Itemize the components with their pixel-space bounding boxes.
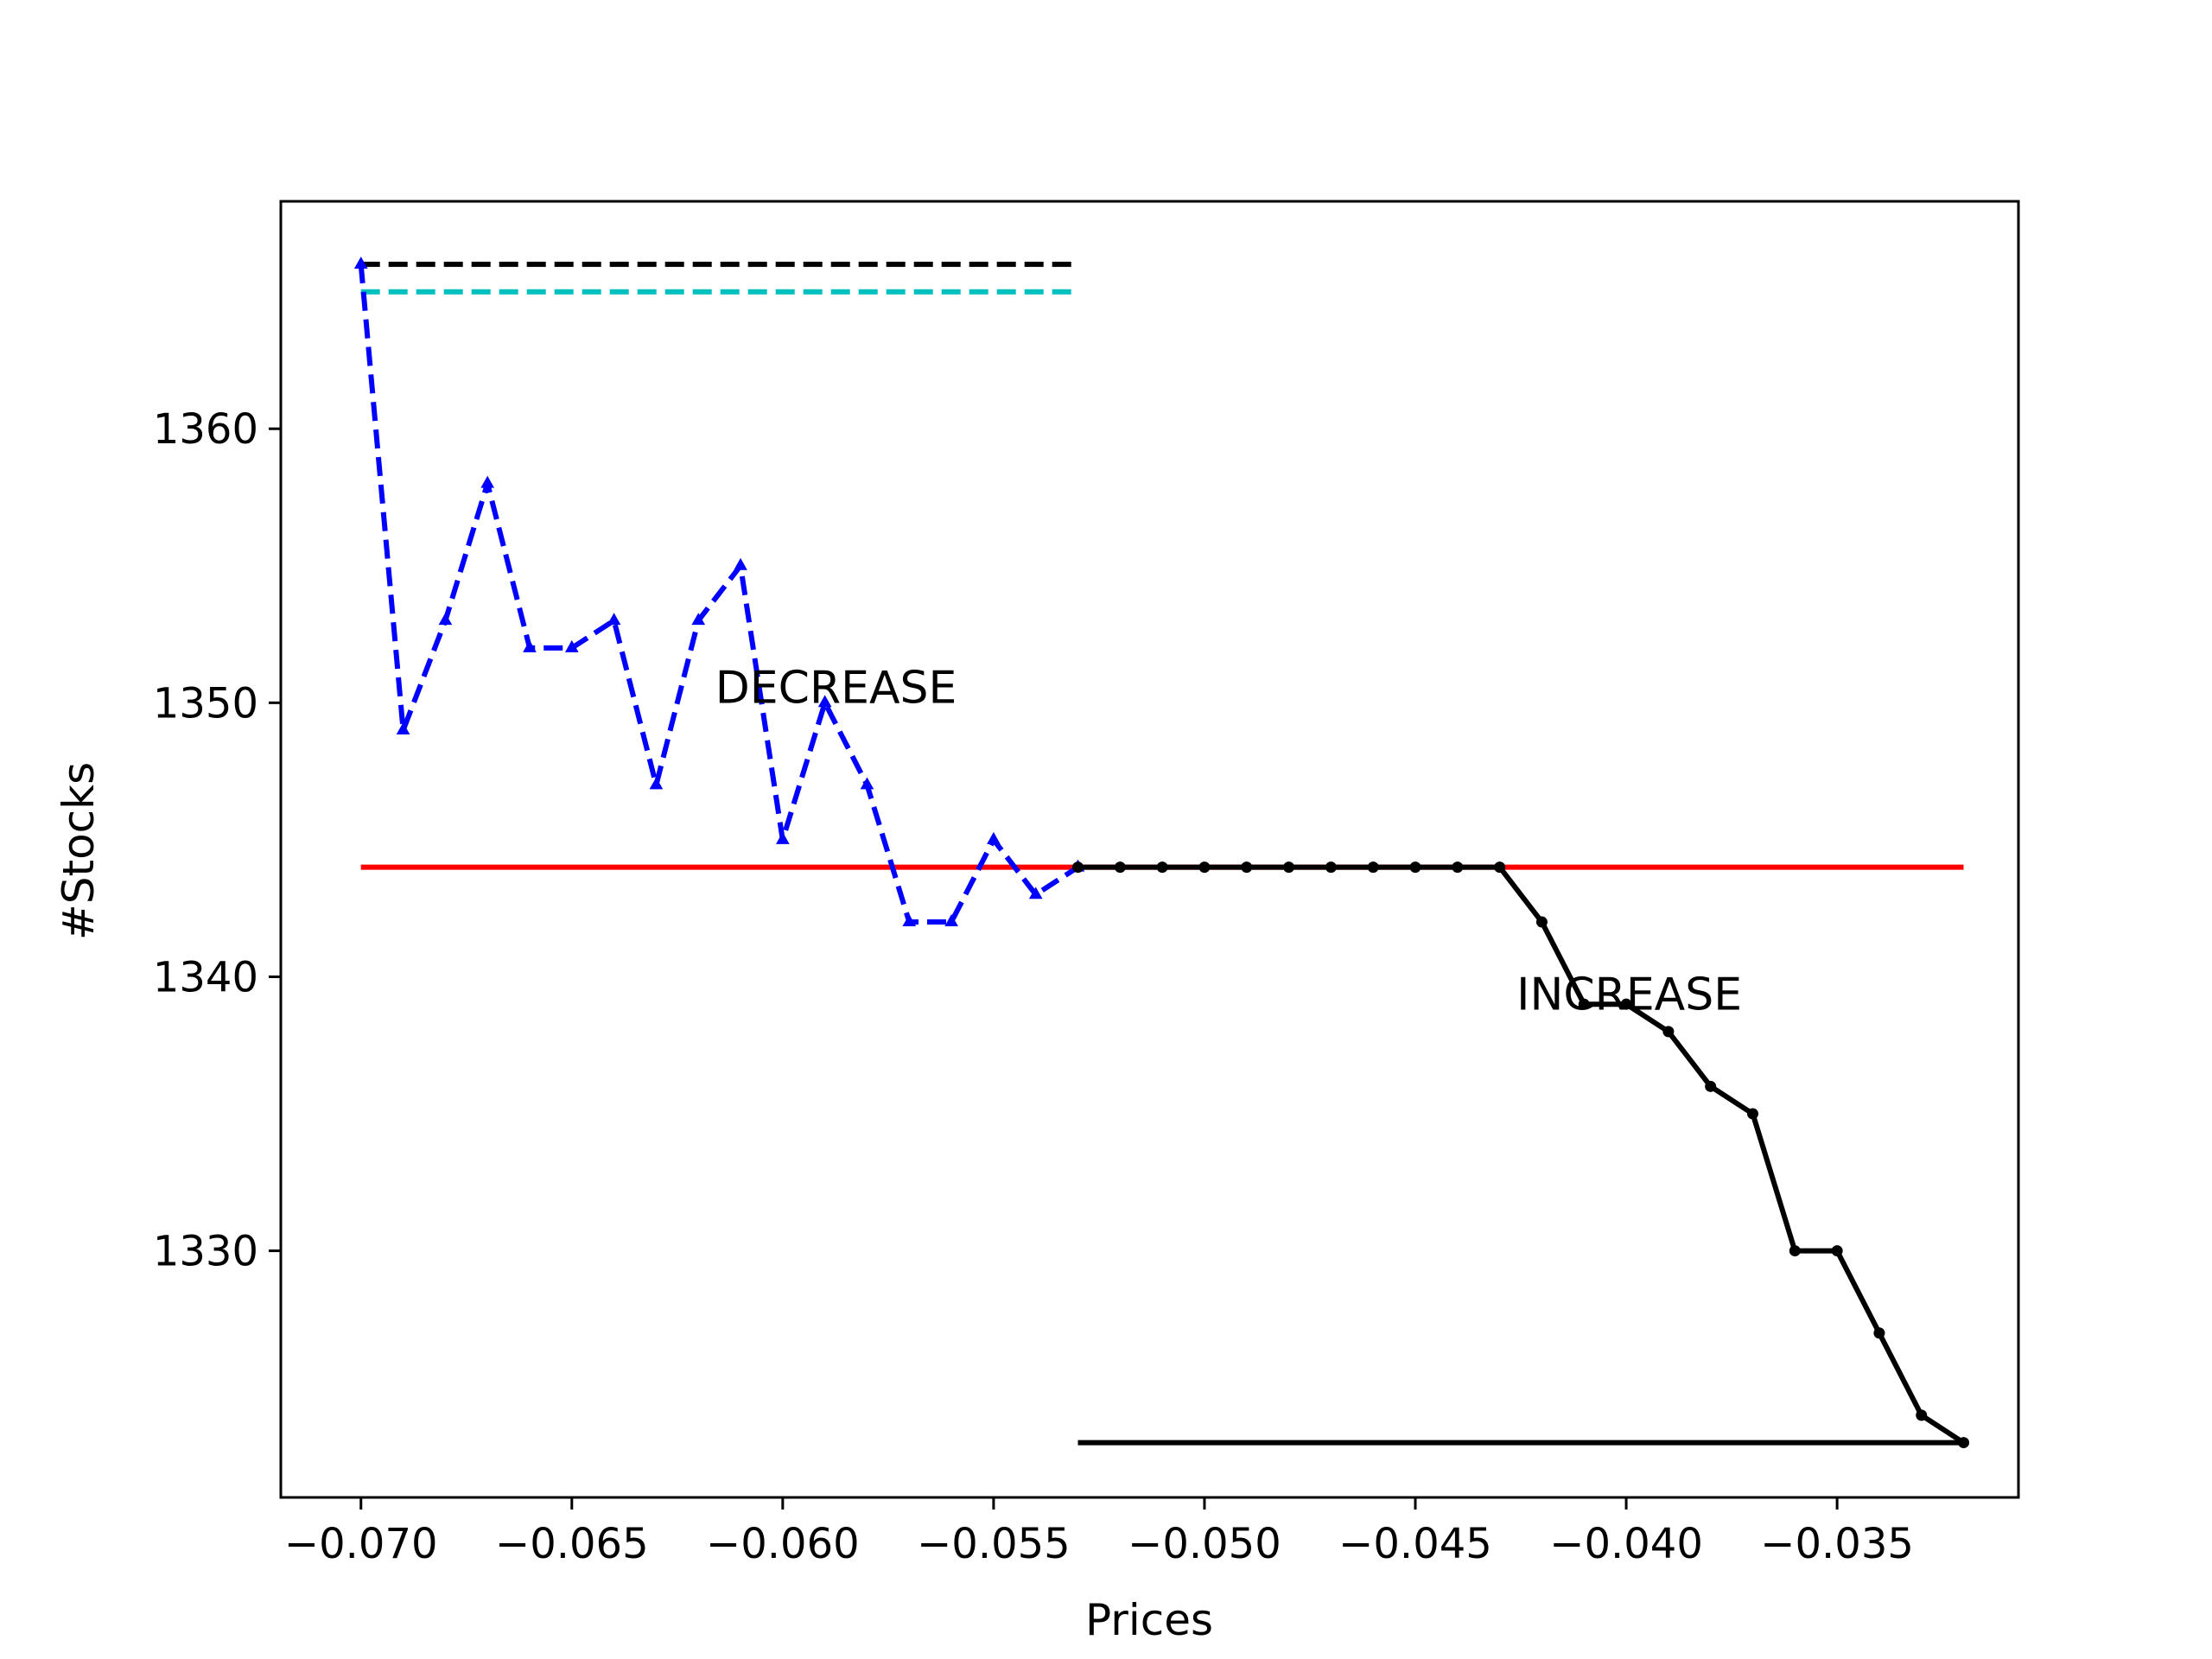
series-3-point <box>649 777 664 790</box>
series-4-point <box>1367 861 1379 874</box>
plot-background <box>281 201 2018 1497</box>
series-4-point <box>1705 1080 1717 1092</box>
x-tick-label: −0.035 <box>1760 1520 1914 1568</box>
x-tick-label: −0.070 <box>284 1520 438 1568</box>
x-tick-label: −0.040 <box>1549 1520 1703 1568</box>
annotation-label: DECREASE <box>715 662 957 714</box>
series-3-point <box>438 613 453 626</box>
series-line-3 <box>358 264 1080 925</box>
series-4-point <box>1283 861 1295 874</box>
series-3-point <box>1028 887 1043 899</box>
series-3-point <box>860 777 874 790</box>
series-4-point <box>1325 861 1337 874</box>
x-tick-label: −0.050 <box>1128 1520 1281 1568</box>
series-4-point <box>1578 998 1590 1010</box>
series-4-point <box>1452 861 1464 874</box>
annotation-label: INCREASE <box>1516 969 1742 1021</box>
series-3-point <box>353 256 368 269</box>
x-axis: −0.070 −0.065 −0.060 −0.055 −0.050 −0.045 −0.0… <box>284 1497 1914 1568</box>
series-4-point <box>1494 861 1506 874</box>
series-4-point <box>1789 1245 1801 1257</box>
series-3-point <box>564 639 579 652</box>
series-3-point <box>523 639 537 652</box>
series-4-point <box>1620 998 1632 1010</box>
y-tick-label: 1330 <box>153 1228 258 1276</box>
series-3-point <box>776 831 790 844</box>
series-4-point <box>1873 1327 1885 1339</box>
series-3-point <box>480 475 495 488</box>
y-axis: 1330 1340 1350 1360 <box>153 405 281 1276</box>
series-3-point <box>396 722 410 735</box>
series-3-point <box>817 695 832 708</box>
x-tick-label: −0.055 <box>917 1520 1071 1568</box>
series-line-4 <box>1077 864 1966 1446</box>
x-tick-label: −0.065 <box>495 1520 649 1568</box>
series-4-point <box>1241 861 1253 874</box>
x-axis-label: Prices <box>1085 1595 1213 1645</box>
series-4-point <box>1958 1437 1970 1449</box>
x-tick-label: −0.045 <box>1338 1520 1492 1568</box>
y-tick-label: 1350 <box>153 679 258 728</box>
annotations: DECREASE INCREASE <box>715 662 1742 1020</box>
series-4-point <box>1535 916 1548 928</box>
series-3-point <box>607 613 621 626</box>
series-3-point <box>691 613 706 626</box>
series-4-point <box>1916 1409 1928 1421</box>
series-4-point <box>1746 1108 1758 1120</box>
series-layer <box>353 256 1970 1449</box>
series-4-point <box>1198 861 1211 874</box>
y-axis-label: #Stocks <box>54 762 104 940</box>
y-tick-label: 1340 <box>153 953 258 1001</box>
series-4-point <box>1662 1026 1675 1038</box>
series-3-point <box>734 557 747 570</box>
plot-frame <box>279 200 2020 1499</box>
series-4-point <box>1831 1245 1843 1257</box>
series-3-point <box>902 914 917 926</box>
series-3-point <box>944 914 958 926</box>
series-4-point <box>1156 861 1168 874</box>
x-tick-label: −0.060 <box>706 1520 860 1568</box>
series-3-point <box>987 831 1001 844</box>
y-tick-label: 1360 <box>153 405 258 454</box>
series-4-point <box>1409 861 1421 874</box>
series-4-point <box>1072 861 1084 874</box>
series-4-point <box>1114 861 1126 874</box>
